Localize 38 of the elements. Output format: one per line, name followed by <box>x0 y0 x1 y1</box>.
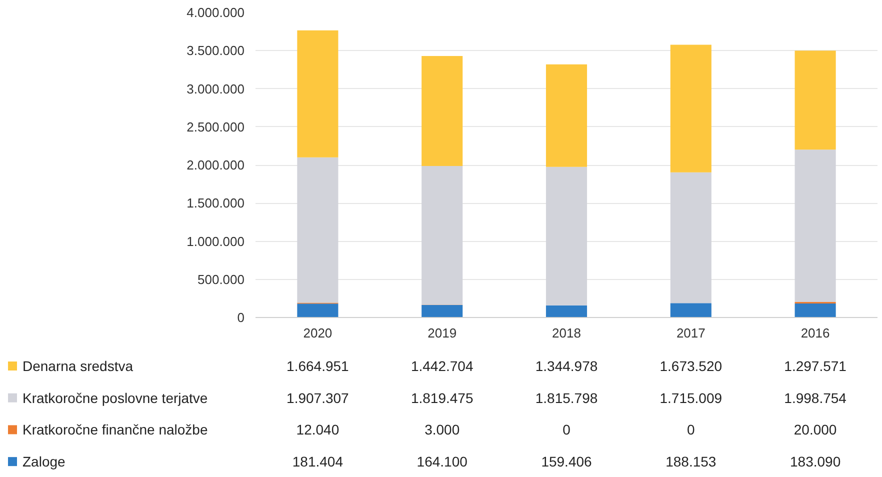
data-label: 1.819.475 <box>410 390 474 406</box>
data-label: 12.040 <box>296 422 340 438</box>
data-label: 159.406 <box>541 454 592 470</box>
data-label: 183.090 <box>790 454 841 470</box>
x-tick-label: 2017 <box>676 326 706 340</box>
legend-label: Kratkoročne finančne naložbe <box>22 422 208 438</box>
data-label: 1.673.520 <box>660 358 722 374</box>
legend-label: Kratkoročne poslovne terjatve <box>22 390 208 406</box>
data-label: 181.404 <box>292 454 344 470</box>
x-tick-label: 2016 <box>800 326 830 340</box>
x-tick-label: 2019 <box>428 326 457 340</box>
x-tick-label: 2018 <box>552 326 581 340</box>
data-label: 3.000 <box>424 422 460 438</box>
data-label: 188.153 <box>666 454 716 470</box>
y-tick-label: 4.000.000 <box>186 5 245 20</box>
y-tick-label: 1.500.000 <box>186 196 245 211</box>
legend-label: Zaloge <box>22 454 66 470</box>
data-label: 164.100 <box>416 454 468 470</box>
data-label: 1.344.978 <box>535 358 598 374</box>
data-label: 1.442.704 <box>410 358 474 374</box>
legend-label: Denarna sredstva <box>22 358 134 374</box>
data-label: 20.000 <box>794 422 837 438</box>
y-tick-label: 3.000.000 <box>186 81 245 96</box>
y-tick-label: 3.500.000 <box>186 43 245 58</box>
x-tick-label: 2020 <box>303 326 332 340</box>
y-tick-label: 1.000.000 <box>186 234 245 249</box>
y-tick-label: 500.000 <box>198 272 245 287</box>
data-label: 1.815.798 <box>535 390 598 406</box>
data-label: 0 <box>687 422 696 438</box>
y-tick-label: 0 <box>237 310 245 325</box>
data-label: 1.715.009 <box>660 390 722 406</box>
y-tick-label: 2.500.000 <box>186 119 245 134</box>
y-tick-label: 2.000.000 <box>186 158 245 172</box>
data-label: 1.297.571 <box>784 358 847 374</box>
data-label: 1.664.951 <box>286 358 350 374</box>
data-label: 1.907.307 <box>286 390 350 406</box>
data-label: 1.998.754 <box>784 390 847 406</box>
data-label: 0 <box>562 422 571 438</box>
